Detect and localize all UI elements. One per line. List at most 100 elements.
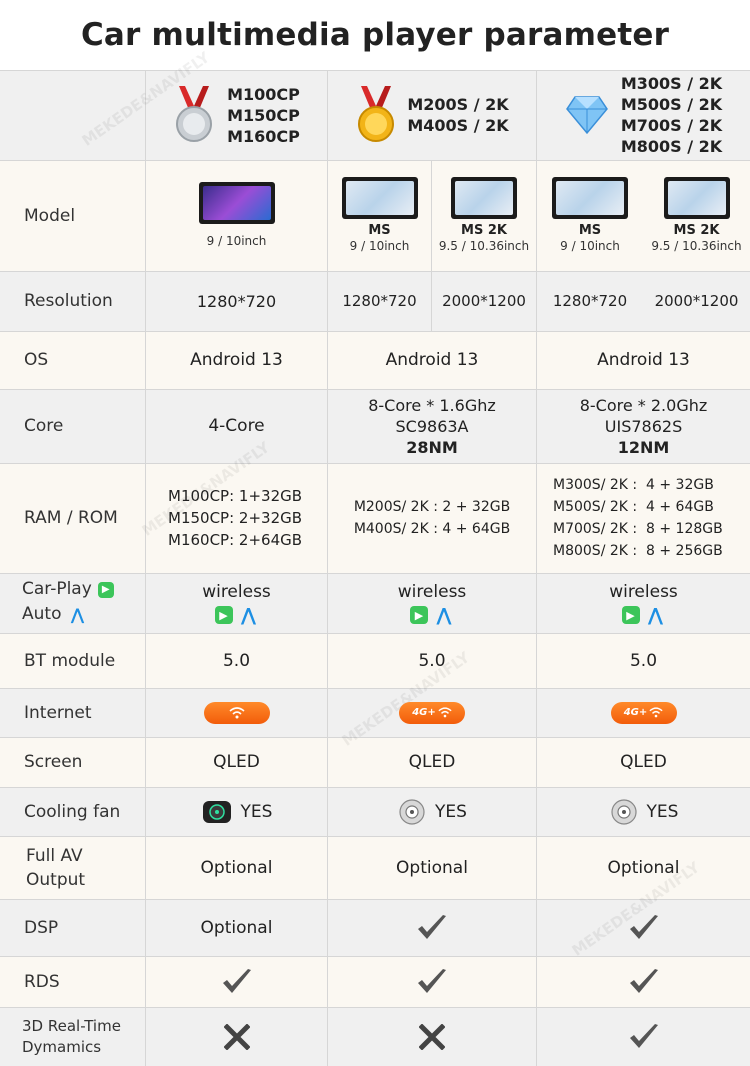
head-unit-image bbox=[663, 177, 730, 219]
rds-c1 bbox=[146, 956, 327, 1007]
ram-line: M500S/ 2K : 4 + 64GB bbox=[553, 499, 714, 515]
ram-line: M200S/ 2K : 2 + 32GB bbox=[353, 499, 511, 515]
ram-line: M100CP: 1+32GB bbox=[168, 487, 303, 505]
divider bbox=[536, 70, 537, 1066]
4g-text: 4G+ bbox=[412, 707, 436, 718]
divider bbox=[0, 389, 750, 390]
fan-value: YES bbox=[435, 801, 467, 822]
row-label-os: OS bbox=[24, 350, 49, 370]
divider bbox=[0, 331, 750, 332]
head-unit-image bbox=[341, 177, 418, 219]
header-model-text: M100CP bbox=[227, 84, 300, 104]
header-col3: M300S / 2K M500S / 2K M700S / 2K M800S /… bbox=[537, 70, 750, 160]
check-icon bbox=[222, 968, 251, 993]
av-label-line: Full AV bbox=[26, 845, 83, 866]
divider bbox=[0, 160, 750, 161]
model-c1: 9 / 10inch bbox=[146, 160, 327, 271]
carplay-icon: ▶ bbox=[621, 606, 640, 624]
android-auto-icon: ⋀ bbox=[436, 604, 452, 626]
realtime-c1 bbox=[146, 1007, 327, 1066]
resolution-c3a: 1280*720 bbox=[552, 292, 628, 310]
divider bbox=[0, 271, 750, 272]
carplay-value: wireless bbox=[397, 582, 467, 602]
row-bg-bt bbox=[0, 633, 750, 688]
row-bg-ram bbox=[0, 463, 750, 573]
carplay-icon: ▶ bbox=[214, 606, 233, 624]
screen-size: 9.5 / 10.36inch bbox=[651, 239, 742, 253]
row-label-av: Full AV Output bbox=[26, 836, 144, 899]
model-name: MS bbox=[368, 223, 391, 238]
core-process: 28NM bbox=[406, 437, 458, 457]
row-label-dsp: DSP bbox=[24, 917, 59, 938]
row-bg-resolution bbox=[0, 271, 750, 331]
divider bbox=[0, 1007, 750, 1008]
carplay-c2: wireless ▶ ⋀ bbox=[328, 573, 536, 633]
resolution-c1: 1280*720 bbox=[196, 291, 277, 311]
ram-line: M400S/ 2K : 4 + 64GB bbox=[353, 521, 511, 537]
wifi-badge bbox=[203, 701, 270, 724]
dsp-c1: Optional bbox=[200, 917, 273, 938]
model-name: MS 2K bbox=[461, 223, 507, 238]
rds-c2 bbox=[328, 956, 536, 1007]
bt-c3: 5.0 bbox=[629, 650, 658, 671]
realtime-c3 bbox=[537, 1007, 750, 1066]
row-label-fan: Cooling fan bbox=[24, 801, 121, 822]
core-c2: 8-Core * 1.6Ghz SC9863A 28NM bbox=[328, 389, 536, 463]
wifi-icon bbox=[438, 707, 452, 718]
header-col2: M200S / 2K M400S / 2K bbox=[328, 70, 536, 160]
row-label-model: Model bbox=[24, 205, 76, 226]
av-c1: Optional bbox=[200, 857, 273, 878]
row-label-core: Core bbox=[24, 416, 64, 436]
core-c3: 8-Core * 2.0Ghz UIS7862S 12NM bbox=[537, 389, 750, 463]
cross-icon bbox=[419, 1023, 445, 1050]
model-name: MS bbox=[578, 223, 602, 238]
ram-line: M160CP: 2+64GB bbox=[168, 531, 303, 549]
header-model-text: M150CP bbox=[227, 105, 300, 125]
fan-icon bbox=[202, 800, 231, 823]
fan-icon bbox=[399, 798, 425, 825]
header-model-text: M300S / 2K bbox=[620, 74, 723, 93]
screen-size: 9 / 10inch bbox=[206, 234, 267, 248]
internet-c2: 4G+ bbox=[328, 688, 536, 737]
av-label-line: Output bbox=[26, 869, 86, 890]
screen-c1: QLED bbox=[213, 752, 260, 772]
divider bbox=[0, 899, 750, 900]
wifi-icon bbox=[228, 706, 245, 718]
check-icon bbox=[629, 1023, 658, 1048]
row-bg-dsp bbox=[0, 899, 750, 956]
divider bbox=[0, 787, 750, 788]
ram-line: M700S/ 2K : 8 + 128GB bbox=[553, 521, 723, 537]
carplay-c3: wireless ▶ ⋀ bbox=[537, 573, 750, 633]
screen-size: 9 / 10inch bbox=[349, 239, 410, 253]
divider bbox=[327, 70, 328, 1066]
4g-text: 4G+ bbox=[623, 707, 648, 718]
page-title: Car multimedia player parameter bbox=[80, 17, 670, 53]
av-c3: Optional bbox=[607, 857, 680, 878]
carplay-value: wireless bbox=[609, 582, 678, 602]
divider bbox=[0, 70, 750, 71]
internet-c3: 4G+ bbox=[537, 688, 750, 737]
row-label-rds: RDS bbox=[24, 971, 60, 992]
core-spec: 8-Core * 2.0Ghz bbox=[579, 395, 708, 415]
model-c2a: MS 9 / 10inch bbox=[328, 160, 431, 271]
realtime-label-line: 3D Real-Time bbox=[22, 1016, 121, 1035]
android-auto-icon: ⋀ bbox=[240, 604, 257, 626]
divider bbox=[0, 688, 750, 689]
row-label-realtime: 3D Real-Time Dymamics bbox=[22, 1007, 144, 1066]
resolution-c2b: 2000*1200 bbox=[442, 292, 526, 310]
fan-c3: YES bbox=[537, 787, 750, 836]
divider bbox=[0, 956, 750, 957]
silver-medal-icon bbox=[176, 86, 213, 142]
fan-icon bbox=[610, 798, 637, 825]
row-label-carplay: Car-Play ▶ Auto ⋀ bbox=[22, 577, 142, 627]
android-auto-icon: ⋀ bbox=[647, 604, 664, 626]
check-icon bbox=[629, 914, 658, 939]
check-icon bbox=[629, 968, 658, 993]
ram-c3: M300S/ 2K : 4 + 32GB M500S/ 2K : 4 + 64G… bbox=[537, 463, 750, 573]
head-unit-image bbox=[451, 177, 517, 219]
divider bbox=[431, 160, 432, 331]
gold-medal-icon bbox=[358, 86, 395, 142]
4g-wifi-badge: 4G+ bbox=[399, 701, 465, 724]
realtime-label-line: Dymamics bbox=[22, 1037, 102, 1056]
bt-c2: 5.0 bbox=[418, 650, 446, 671]
